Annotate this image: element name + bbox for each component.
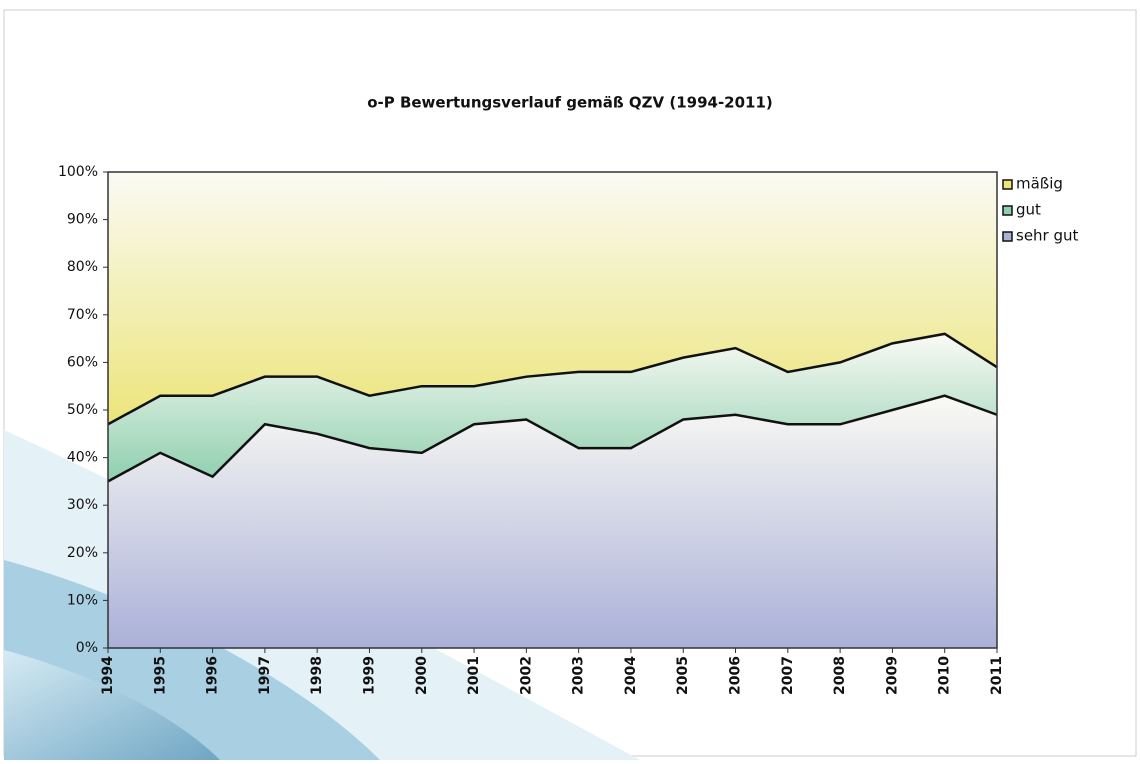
y-tick-label: 80%	[67, 259, 98, 275]
x-tick-label: 1997	[257, 656, 273, 695]
legend-swatch	[1003, 206, 1012, 215]
legend-label: gut	[1016, 201, 1041, 219]
x-tick-label: 2008	[832, 656, 848, 695]
x-tick-label: 1999	[361, 656, 377, 695]
x-tick-label: 1994	[100, 656, 116, 695]
y-tick-label: 10%	[67, 592, 98, 608]
x-tick-label: 2010	[937, 656, 953, 695]
y-tick-label: 70%	[67, 307, 98, 323]
x-tick-label: 2009	[884, 656, 900, 695]
y-tick-label: 50%	[67, 402, 98, 418]
x-tick-label: 1995	[152, 656, 168, 695]
chart: o-P Bewertungsverlauf gemäß QZV (1994-20…	[0, 0, 1140, 760]
x-tick-label: 2005	[675, 656, 691, 695]
x-tick-label: 2007	[780, 656, 796, 695]
x-tick-label: 2006	[728, 656, 744, 695]
legend-swatch	[1003, 180, 1012, 189]
y-tick-label: 30%	[67, 497, 98, 513]
x-tick-label: 1998	[309, 656, 325, 695]
x-tick-label: 1996	[205, 656, 221, 695]
chart-title: o-P Bewertungsverlauf gemäß QZV (1994-20…	[367, 94, 773, 112]
x-tick-label: 2003	[571, 656, 587, 695]
y-tick-label: 100%	[58, 164, 98, 180]
legend-label: mäßig	[1016, 175, 1063, 193]
y-tick-label: 20%	[67, 545, 98, 561]
x-tick-label: 2004	[623, 656, 639, 695]
y-tick-label: 0%	[76, 640, 98, 656]
y-tick-label: 90%	[67, 212, 98, 228]
x-tick-label: 2001	[466, 656, 482, 695]
x-tick-label: 2000	[414, 656, 430, 695]
x-tick-label: 2002	[518, 656, 534, 695]
legend-swatch	[1003, 232, 1012, 241]
x-tick-label: 2011	[989, 656, 1005, 695]
y-tick-label: 40%	[67, 450, 98, 466]
legend-label: sehr gut	[1016, 227, 1079, 245]
y-tick-label: 60%	[67, 354, 98, 370]
